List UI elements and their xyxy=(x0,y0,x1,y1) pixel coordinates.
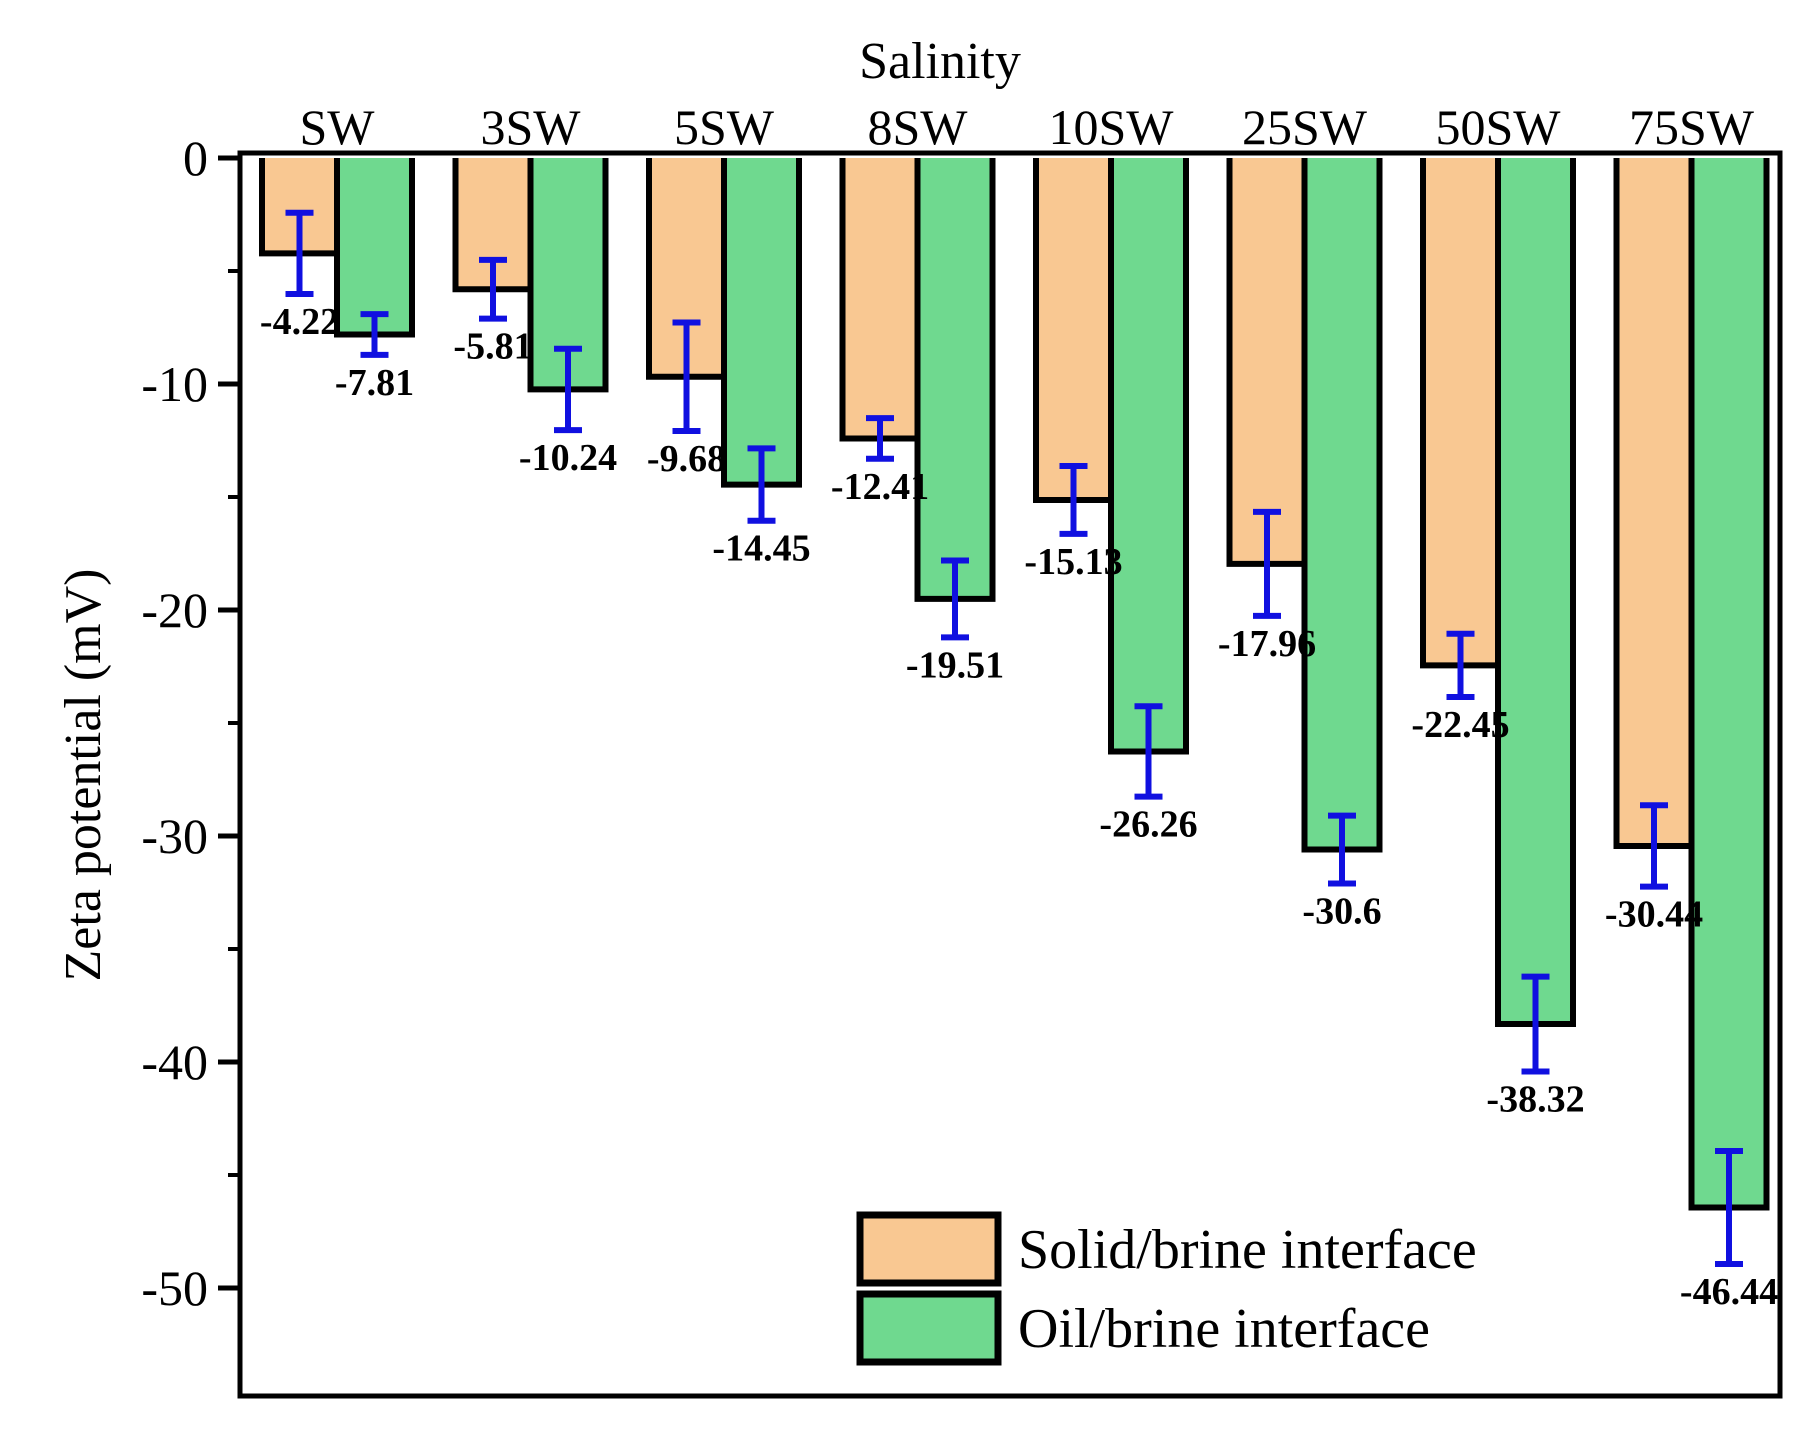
category-label: 3SW xyxy=(481,99,582,155)
data-label: -30.44 xyxy=(1605,894,1703,936)
bar-fill xyxy=(1229,158,1305,564)
y-tick-label: -30 xyxy=(141,808,208,864)
data-label: -17.96 xyxy=(1218,623,1316,665)
category-label: 50SW xyxy=(1436,99,1562,155)
data-label: -22.45 xyxy=(1411,704,1509,746)
legend-swatch-solid-brine xyxy=(856,1211,1002,1287)
y-tick-label: -20 xyxy=(141,582,208,638)
bar-fill xyxy=(1111,158,1186,752)
data-label: -9.68 xyxy=(647,438,726,480)
plot-frame xyxy=(237,150,1783,1399)
bar-fill xyxy=(1036,158,1111,500)
data-label: -46.44 xyxy=(1680,1271,1778,1313)
y-axis-title: Zeta potential (mV) xyxy=(55,569,112,982)
y-tick-label: -40 xyxy=(141,1034,208,1090)
bar-fill xyxy=(842,158,918,439)
category-label: 8SW xyxy=(868,99,969,155)
y-tick-label: -50 xyxy=(141,1260,208,1316)
data-label: -14.45 xyxy=(712,528,810,570)
data-label: -38.32 xyxy=(1486,1078,1584,1120)
bar-fill xyxy=(1304,158,1380,850)
category-label: 25SW xyxy=(1242,99,1368,155)
bar-fill xyxy=(1616,158,1692,846)
bar-fill xyxy=(1691,158,1767,1208)
data-label: -19.51 xyxy=(906,644,1004,686)
data-label: -26.26 xyxy=(1099,804,1197,846)
bar-fill xyxy=(724,158,799,485)
data-label: -4.22 xyxy=(260,301,339,343)
legend: Solid/brine interface Oil/brine interfac… xyxy=(856,1211,1477,1366)
bar-fill xyxy=(917,158,993,599)
bar-fill xyxy=(337,158,412,335)
y-tick-label: 0 xyxy=(183,130,208,186)
legend-swatch-oil-brine xyxy=(856,1290,1002,1366)
data-label: -7.81 xyxy=(335,362,414,404)
y-tick-label: -10 xyxy=(141,356,208,412)
category-label: SW xyxy=(300,99,376,155)
category-label: 75SW xyxy=(1629,99,1755,155)
bar-fill xyxy=(1498,158,1573,1025)
category-label: 10SW xyxy=(1049,99,1175,155)
data-label: -30.6 xyxy=(1302,890,1381,932)
data-label: -12.41 xyxy=(831,466,929,508)
data-label: -5.81 xyxy=(453,326,532,368)
legend-label-oil-brine: Oil/brine interface xyxy=(1018,1298,1430,1360)
data-label: -15.13 xyxy=(1024,541,1122,583)
category-label: 5SW xyxy=(674,99,775,155)
bar-fill xyxy=(1423,158,1498,666)
legend-label-solid-brine: Solid/brine interface xyxy=(1018,1219,1477,1281)
data-label: -10.24 xyxy=(519,437,617,479)
top-axis-title: Salinity xyxy=(859,33,1021,90)
